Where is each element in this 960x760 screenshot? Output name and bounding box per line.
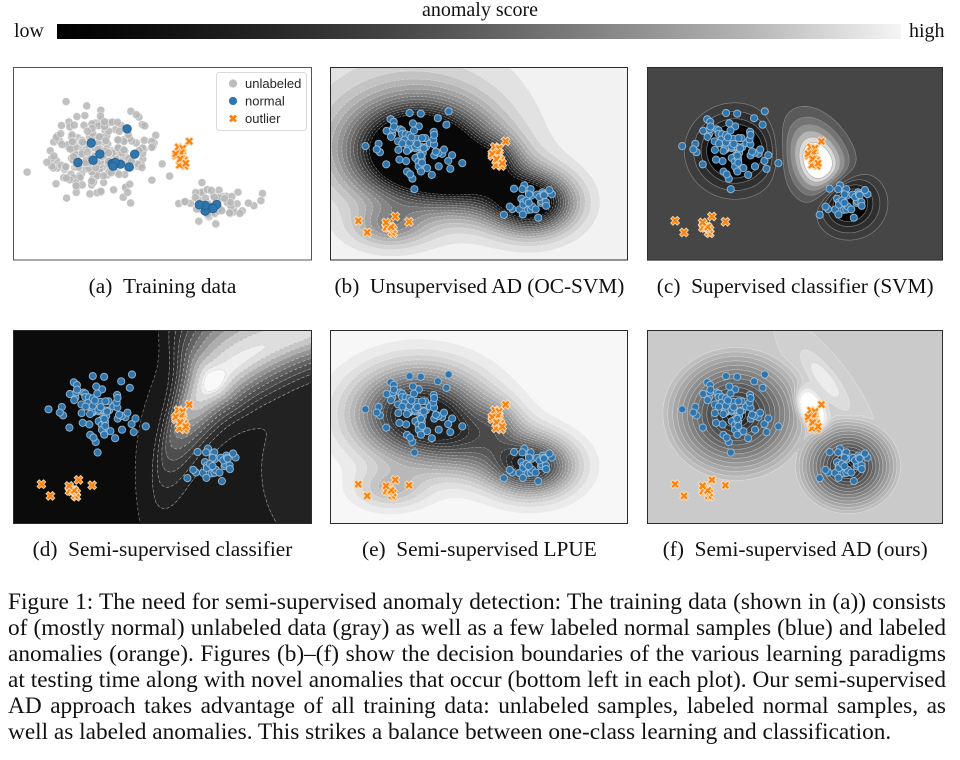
svg-text:unlabeled: unlabeled xyxy=(245,76,301,91)
svg-text:outlier: outlier xyxy=(245,111,281,126)
svg-text:normal: normal xyxy=(245,94,285,109)
